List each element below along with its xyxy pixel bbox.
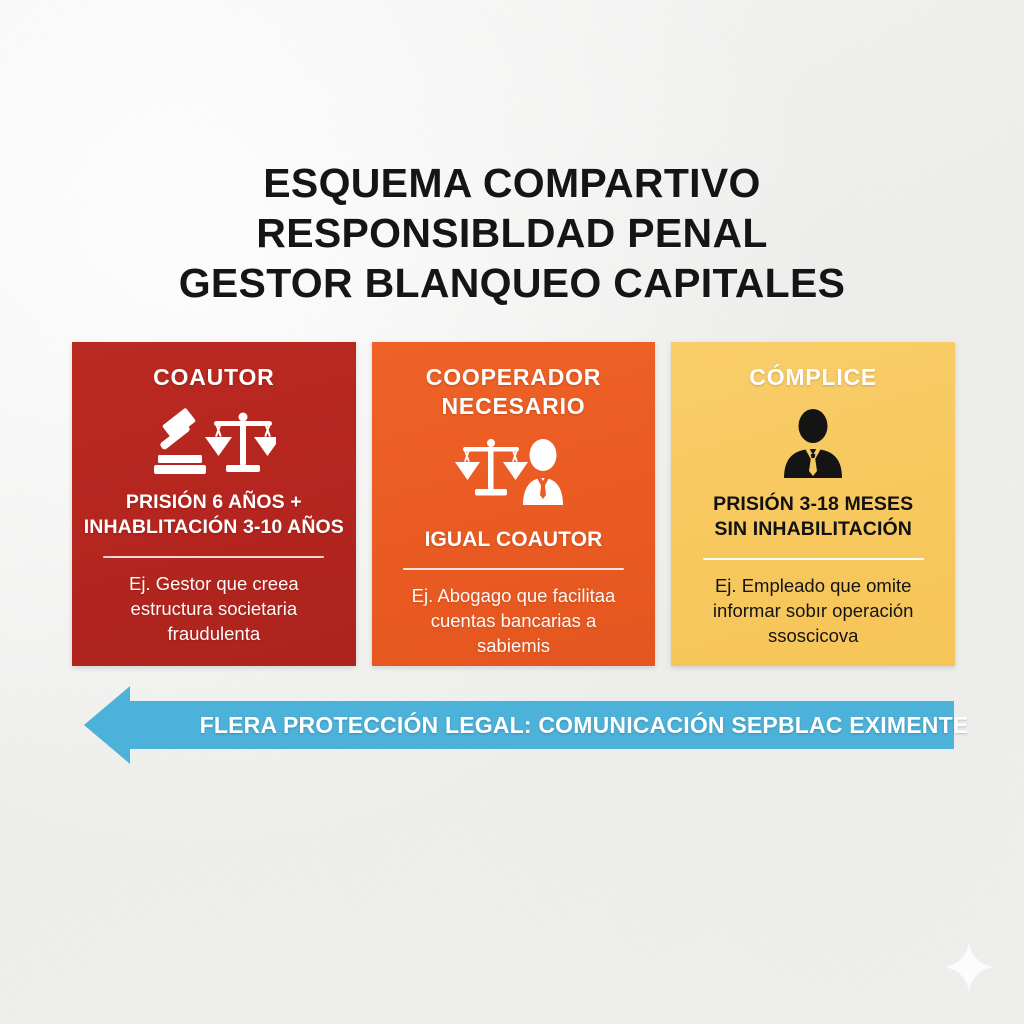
card-complice-example: Ej. Empleado que omite informar sobır op… xyxy=(695,573,932,648)
card-coautor-penalty-line-2: INHABLITACIÓN 3-10 AÑOS xyxy=(83,516,344,538)
card-coautor-example: Ej. Gestor que creea estructura societar… xyxy=(111,571,317,646)
card-complice-penalty: PRISIÓN 3-18 MESES SIN INHABILITACIÓN xyxy=(705,492,921,542)
card-coautor-title: COAUTOR xyxy=(153,364,275,390)
card-coautor-penalty-line-1: PRISIÓN 6 AÑOS + xyxy=(125,491,302,513)
card-coautor-example-line-2: estructura societaria xyxy=(130,598,298,619)
card-complice-example-line-3: ssoscicova xyxy=(767,625,859,646)
sparkle-icon xyxy=(942,940,996,994)
card-coautor-penalty: PRISIÓN 6 AÑOS + INHABLITACIÓN 3-10 AÑOS xyxy=(76,490,352,540)
protection-arrow-label: FLERA PROTECCIÓN LEGAL: COMUNICACIÓN SEP… xyxy=(199,711,969,738)
title-line-2: RESPONSIBLDAD PENAL xyxy=(256,210,768,256)
title-line-1: ESQUEMA COMPARTIVO xyxy=(263,160,761,206)
card-cooperador-necesario[interactable]: COOPERADOR NECESARIO xyxy=(371,342,656,666)
card-cooperador-penalty-line-1: IGUAL COAUTOR xyxy=(424,528,603,551)
card-cooperador-divider xyxy=(402,568,625,570)
card-cooperador-title-line-1: COOPERADOR xyxy=(425,364,602,390)
card-complice-title: CÓMPLICE xyxy=(749,364,878,390)
card-complice-example-line-1: Ej. Empleado que omite xyxy=(714,575,912,596)
left-arrow-banner-icon xyxy=(84,686,954,764)
protection-arrow-banner[interactable]: FLERA PROTECCIÓN LEGAL: COMUNICACIÓN SEP… xyxy=(84,686,969,764)
card-complice-penalty-line-2: SIN INHABILITACIÓN xyxy=(714,518,912,540)
gavel-scales-icon xyxy=(152,400,276,484)
card-coautor-example-line-1: Ej. Gestor que creea xyxy=(129,573,299,594)
card-cooperador-example-line-1: Ej. Abogago que facilitaa xyxy=(411,585,616,606)
page-title: ESQUEMA COMPARTIVO RESPONSIBLDAD PENAL G… xyxy=(0,158,1024,308)
comparison-cards-row: COAUTOR xyxy=(72,342,956,666)
card-complice-example-line-2: informar sobır operación xyxy=(712,600,914,621)
card-cooperador-example-line-3: sabiemis xyxy=(477,635,550,656)
card-cooperador-example-line-2: cuentas bancarias a xyxy=(430,610,597,631)
scales-person-icon xyxy=(454,429,573,513)
card-coautor-divider xyxy=(103,556,325,558)
card-cooperador-title-line-2: NECESARIO xyxy=(441,393,586,419)
card-complice[interactable]: CÓMPLICE PRISIÓN 3-18 MESES SIN INH xyxy=(671,342,956,666)
card-cooperador-penalty: IGUAL COAUTOR xyxy=(417,527,611,552)
title-line-3: GESTOR BLANQUEO CAPITALES xyxy=(178,260,846,306)
businessperson-icon xyxy=(774,402,852,486)
card-cooperador-example: Ej. Abogago que facilitaa cuentas bancar… xyxy=(394,583,634,658)
card-cooperador-title: COOPERADOR NECESARIO xyxy=(416,363,611,421)
card-coautor-example-line-3: fraudulenta xyxy=(167,623,261,644)
card-coautor[interactable]: COAUTOR xyxy=(72,342,356,666)
card-complice-penalty-line-1: PRISIÓN 3-18 MESES xyxy=(713,493,914,515)
card-complice-divider xyxy=(702,558,924,560)
